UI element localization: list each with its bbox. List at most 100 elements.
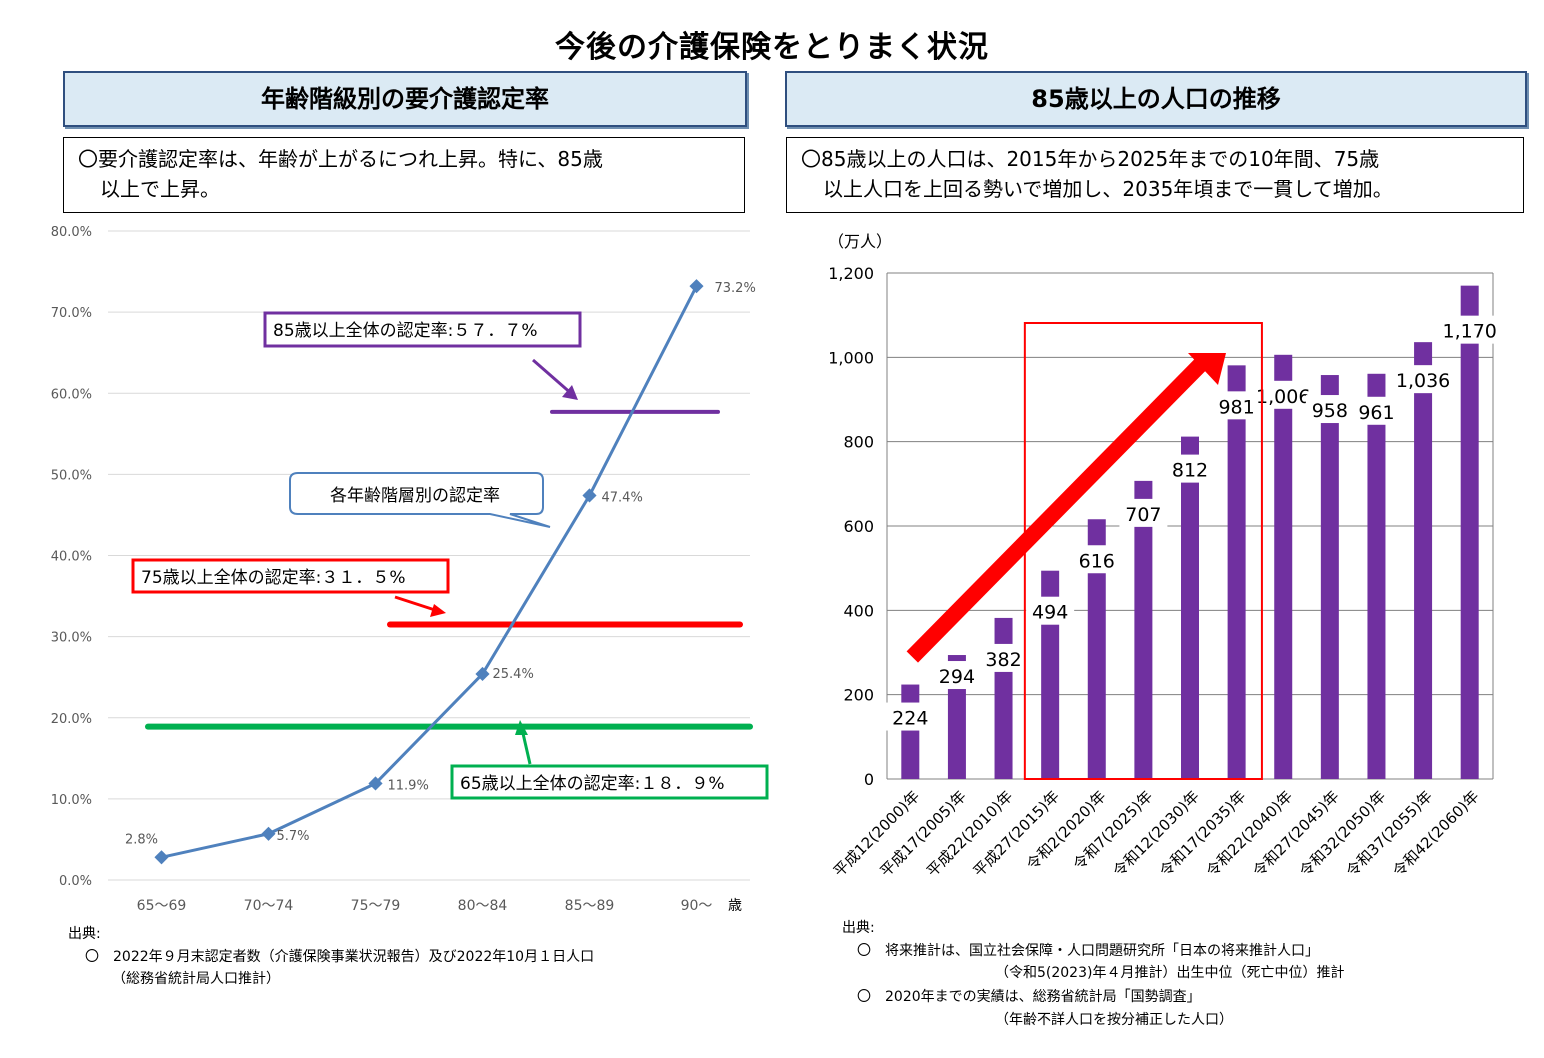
bar bbox=[1320, 375, 1339, 779]
data-point bbox=[261, 826, 276, 841]
data-label-bg bbox=[1352, 396, 1401, 425]
data-label: 1,036 bbox=[1396, 370, 1450, 392]
label-box-85-plus bbox=[263, 311, 582, 348]
right-note-box: 〇85歳以上の人口は、2015年から2025年までの10年間、75歳 以上人口を… bbox=[786, 137, 1524, 213]
data-label-bg bbox=[1445, 315, 1494, 344]
data-label-bg bbox=[1399, 365, 1448, 394]
bar bbox=[901, 684, 920, 779]
data-label: 382 bbox=[985, 649, 1021, 671]
x-tick-label: 80〜84 bbox=[458, 898, 508, 914]
data-label: 812 bbox=[1172, 460, 1208, 482]
data-label: 5.7% bbox=[277, 829, 310, 844]
data-label-bg bbox=[932, 661, 981, 690]
y-tick-label: 400 bbox=[843, 601, 874, 620]
bar bbox=[994, 617, 1013, 779]
right-source-line4: （年齢不詳人口を按分補正した人口） bbox=[995, 1012, 1233, 1028]
label-85-plus: 85歳以上全体の認定率:５７．７% bbox=[273, 321, 538, 341]
data-label: 1,006 bbox=[1256, 386, 1310, 408]
bar bbox=[1134, 480, 1153, 779]
right-source-line2: （令和5(2023)年４月推計）出生中位（死亡中位）推計 bbox=[995, 965, 1345, 981]
data-label-bg bbox=[1212, 391, 1261, 420]
data-label: 224 bbox=[892, 708, 928, 730]
data-point bbox=[689, 279, 704, 294]
bar bbox=[1087, 519, 1106, 779]
y-tick-label: 200 bbox=[843, 686, 874, 705]
data-label-bg bbox=[1305, 395, 1354, 424]
arrow-85-plus bbox=[532, 358, 574, 397]
y-tick-label: 0.0% bbox=[59, 874, 92, 889]
y-tick-label: 800 bbox=[843, 433, 874, 452]
y-tick-label: 600 bbox=[843, 517, 874, 536]
label-75-plus: 75歳以上全体の認定率:３１．５% bbox=[141, 568, 406, 588]
y-tick-label: 10.0% bbox=[51, 793, 92, 808]
data-label: 981 bbox=[1218, 396, 1254, 418]
left-note-box: 〇要介護認定率は、年齢が上がるにつれ上昇。特に、85歳 以上で上昇。 bbox=[63, 137, 745, 213]
bar bbox=[1274, 354, 1293, 779]
arrow-75-plus bbox=[394, 595, 439, 613]
care-certification-rate-chart: 0.0% 10.0% 20.0% 30.0% 40.0% 50.0% 60.0% 70.0% 8… bbox=[51, 225, 769, 914]
y-tick-label: 1,200 bbox=[828, 264, 874, 283]
data-label-bg bbox=[979, 643, 1028, 672]
bar bbox=[1181, 436, 1199, 779]
arrowhead-75-plus bbox=[430, 604, 446, 617]
right-note-line1: 〇85歳以上の人口は、2015年から2025年までの10年間、75歳 bbox=[801, 147, 1380, 171]
data-label: 2.8% bbox=[125, 832, 158, 847]
bar bbox=[1367, 373, 1386, 779]
data-label: 294 bbox=[939, 666, 975, 688]
bar bbox=[1460, 285, 1479, 779]
y-tick-label: 50.0% bbox=[51, 468, 92, 483]
y-tick-label: 60.0% bbox=[51, 387, 92, 402]
data-label: 11.9% bbox=[388, 778, 429, 793]
x-unit-label: 歳 bbox=[728, 898, 742, 914]
y-tick-label: 70.0% bbox=[51, 306, 92, 321]
data-point bbox=[154, 850, 169, 865]
data-label-bg bbox=[1026, 596, 1075, 625]
y-tick-label: 80.0% bbox=[51, 225, 92, 240]
data-label-bg bbox=[1072, 545, 1121, 574]
series-callout-label: 各年齢階層別の認定率 bbox=[330, 486, 500, 506]
x-tick-label: 令和42(2060)年 bbox=[1389, 787, 1482, 880]
data-label: 958 bbox=[1312, 400, 1348, 422]
data-label: 961 bbox=[1358, 402, 1394, 424]
series-line bbox=[161, 285, 698, 859]
label-box-75-plus bbox=[131, 558, 450, 594]
series-callout-bubble bbox=[289, 472, 551, 528]
page-title: 今後の介護保険をとりまく状況 bbox=[555, 30, 989, 65]
data-label-bg bbox=[886, 702, 935, 731]
right-note-line2: 以上人口を上回る勢いで増加し、2035年頃まで一貫して増加。 bbox=[823, 177, 1393, 201]
left-source-line2: （総務省統計局人口推計） bbox=[112, 971, 280, 987]
bar bbox=[1414, 342, 1433, 779]
right-source-line1: 〇 将来推計は、国立社会保障・人口問題研究所「日本の将来推計人口」 bbox=[857, 943, 1319, 959]
x-tick-label: 65〜69 bbox=[137, 898, 187, 914]
trend-arrowhead bbox=[1188, 353, 1226, 385]
data-label: 616 bbox=[1079, 550, 1115, 572]
x-tick-label: 75〜79 bbox=[351, 898, 401, 914]
data-point bbox=[368, 776, 383, 791]
label-65-plus: 65歳以上全体の認定率:１８．９% bbox=[460, 774, 725, 794]
x-tick-label: 90〜 bbox=[681, 898, 713, 914]
arrowhead-65-plus bbox=[515, 720, 528, 735]
right-section-header: 85歳以上の人口の推移 bbox=[785, 71, 1527, 127]
data-point bbox=[475, 666, 490, 682]
y-tick-label: 40.0% bbox=[51, 550, 92, 565]
data-label-bg bbox=[1259, 380, 1308, 409]
left-note-line2: 以上で上昇。 bbox=[100, 177, 220, 201]
data-label: 494 bbox=[1032, 602, 1068, 624]
y-tick-label: 0 bbox=[864, 770, 874, 789]
bar bbox=[1227, 365, 1246, 779]
y-tick-label: 20.0% bbox=[51, 712, 92, 727]
data-label: 1,170 bbox=[1442, 321, 1496, 343]
data-label: 707 bbox=[1125, 504, 1161, 526]
data-label: 25.4% bbox=[493, 667, 534, 682]
y-tick-label: 30.0% bbox=[51, 631, 92, 646]
data-label-bg bbox=[1119, 498, 1168, 527]
data-label: 47.4% bbox=[602, 490, 643, 505]
left-source-line1: 〇 2022年９月末認定者数（介護保険事業状況報告）及び2022年10月１日人口 bbox=[85, 949, 595, 965]
arrowhead-85-plus bbox=[562, 385, 578, 400]
x-tick-label: 70〜74 bbox=[244, 898, 294, 914]
right-source-line3: 〇 2020年までの実績は、総務省統計局「国勢調査」 bbox=[857, 989, 1201, 1005]
y-tick-label: 1,000 bbox=[828, 348, 874, 367]
left-section-header: 年齢階級別の要介護認定率 bbox=[63, 71, 747, 127]
x-tick-label: 85〜89 bbox=[565, 898, 615, 914]
left-note-line1: 〇要介護認定率は、年齢が上がるにつれ上昇。特に、85歳 bbox=[78, 147, 603, 171]
